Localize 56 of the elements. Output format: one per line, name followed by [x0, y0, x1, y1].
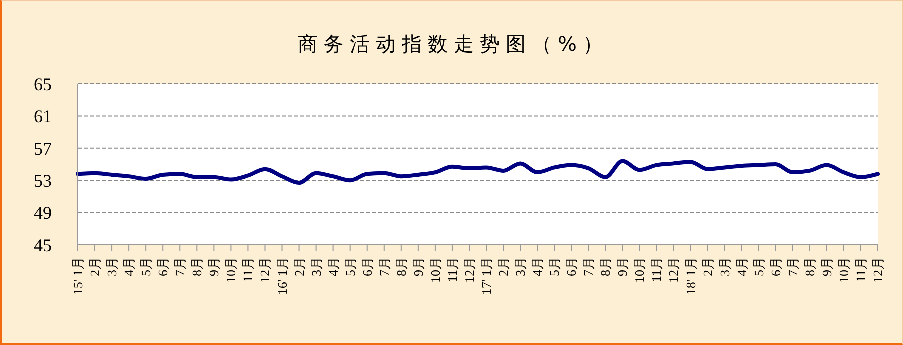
x-tick-label: 2月: [700, 257, 716, 276]
x-tick-label: 10月: [836, 257, 852, 283]
x-tick-label: 5月: [342, 257, 358, 276]
x-tick-label: 8月: [190, 257, 205, 276]
x-tick-label: 8月: [394, 257, 409, 276]
x-tick-label: 4月: [326, 257, 341, 276]
x-tick-label: 2月: [496, 257, 512, 276]
x-tick-label: 5月: [138, 257, 154, 276]
x-tick-label: 11月: [649, 257, 664, 283]
x-tick-label: 3月: [104, 257, 120, 276]
x-tick-label: 7月: [785, 257, 800, 276]
x-tick-label: 5月: [547, 257, 562, 276]
x-tick-label: 9月: [615, 257, 630, 276]
y-tick-label: 45: [34, 235, 52, 256]
x-tick-label: 10月: [632, 257, 648, 283]
x-tick-label: 5月: [751, 257, 766, 276]
x-tick-label: 12月: [666, 257, 682, 283]
x-tick-label: 7月: [376, 257, 392, 276]
x-tick-label: 3月: [308, 257, 324, 276]
x-tick-label: 4月: [530, 257, 546, 276]
x-tick-label: 11月: [444, 257, 460, 283]
x-tick-label: 12月: [870, 257, 886, 283]
x-tick-label: 3月: [513, 257, 528, 276]
x-tick-label: 17' 1月: [479, 257, 494, 296]
x-tick-label: 4月: [734, 257, 750, 276]
x-tick-label: 6月: [360, 257, 375, 276]
y-tick-label: 57: [34, 138, 52, 159]
x-tick-label: 7月: [581, 257, 596, 276]
chart-title: 商务活动指数走势图（%）: [296, 31, 610, 58]
x-tick-label: 16' 1月: [274, 257, 290, 296]
x-tick-label: 9月: [206, 257, 222, 276]
x-tick-label: 3月: [717, 257, 732, 276]
x-tick-label: 12月: [258, 257, 273, 283]
x-tick-label: 6月: [156, 257, 171, 276]
x-tick-label: 8月: [598, 257, 614, 276]
x-tick-label: 6月: [768, 257, 784, 276]
x-tick-label: 11月: [853, 257, 868, 283]
y-tick-label: 61: [34, 106, 52, 127]
x-tick-label: 4月: [122, 257, 137, 276]
x-tick-label: 2月: [292, 257, 307, 276]
x-tick-label: 10月: [224, 257, 239, 283]
x-tick-label: 18' 1月: [683, 257, 698, 296]
y-tick-label: 49: [34, 203, 52, 224]
y-tick-label: 65: [34, 74, 52, 94]
x-tick-label: 2月: [88, 257, 103, 276]
x-tick-label: 9月: [410, 257, 426, 276]
x-tick-label: 8月: [802, 257, 818, 276]
y-tick-label: 53: [34, 170, 52, 191]
x-tick-label: 10月: [428, 257, 443, 283]
x-tick-label: 9月: [819, 257, 834, 276]
x-tick-label: 11月: [240, 257, 256, 283]
x-tick-label: 12月: [462, 257, 477, 283]
x-tick-label: 6月: [564, 257, 580, 276]
line-series: [76, 159, 880, 186]
x-tick-label: 7月: [172, 257, 188, 276]
x-tick-label: 15' 1月: [70, 257, 86, 296]
